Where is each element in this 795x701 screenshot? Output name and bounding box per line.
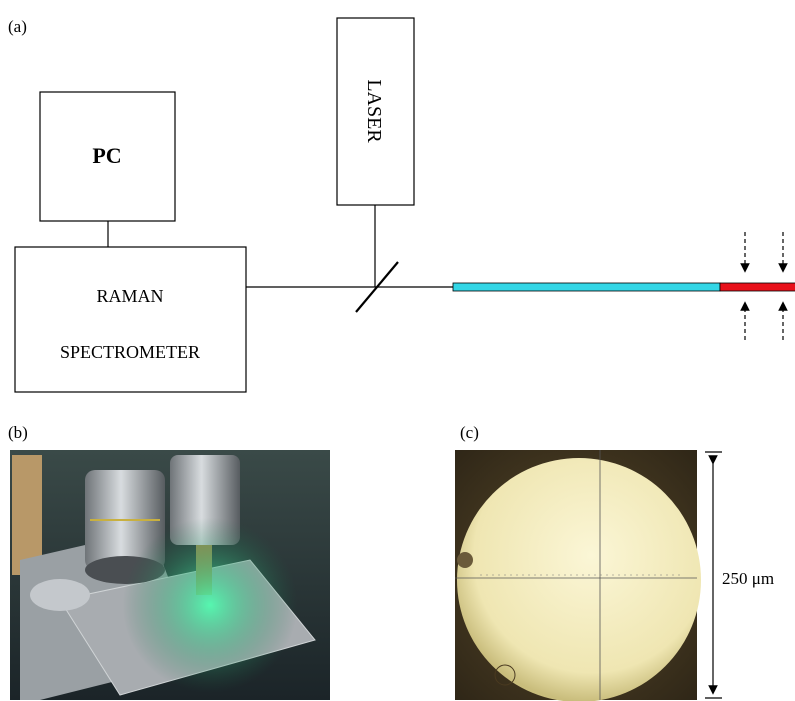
panel-label: (b)	[8, 423, 28, 442]
fiber	[453, 283, 720, 291]
spectrometer-label: SPECTROMETER	[60, 342, 200, 362]
pc-label: PC	[92, 143, 121, 168]
scale-label: 250 μm	[722, 569, 774, 588]
fiber-end-photo	[455, 450, 701, 701]
laser-label: LASER	[363, 79, 385, 143]
figure: (a) PC LASER RAMAN SPECTROMETER (b) (c)	[0, 0, 795, 701]
panel-label: (a)	[8, 17, 27, 36]
spectrometer-box	[15, 247, 246, 392]
panel-label: (c)	[460, 423, 479, 442]
spectrometer-label: RAMAN	[96, 286, 163, 306]
scale-bar	[705, 452, 722, 698]
fiber-tip	[720, 283, 795, 291]
microscope-photo	[10, 450, 330, 700]
